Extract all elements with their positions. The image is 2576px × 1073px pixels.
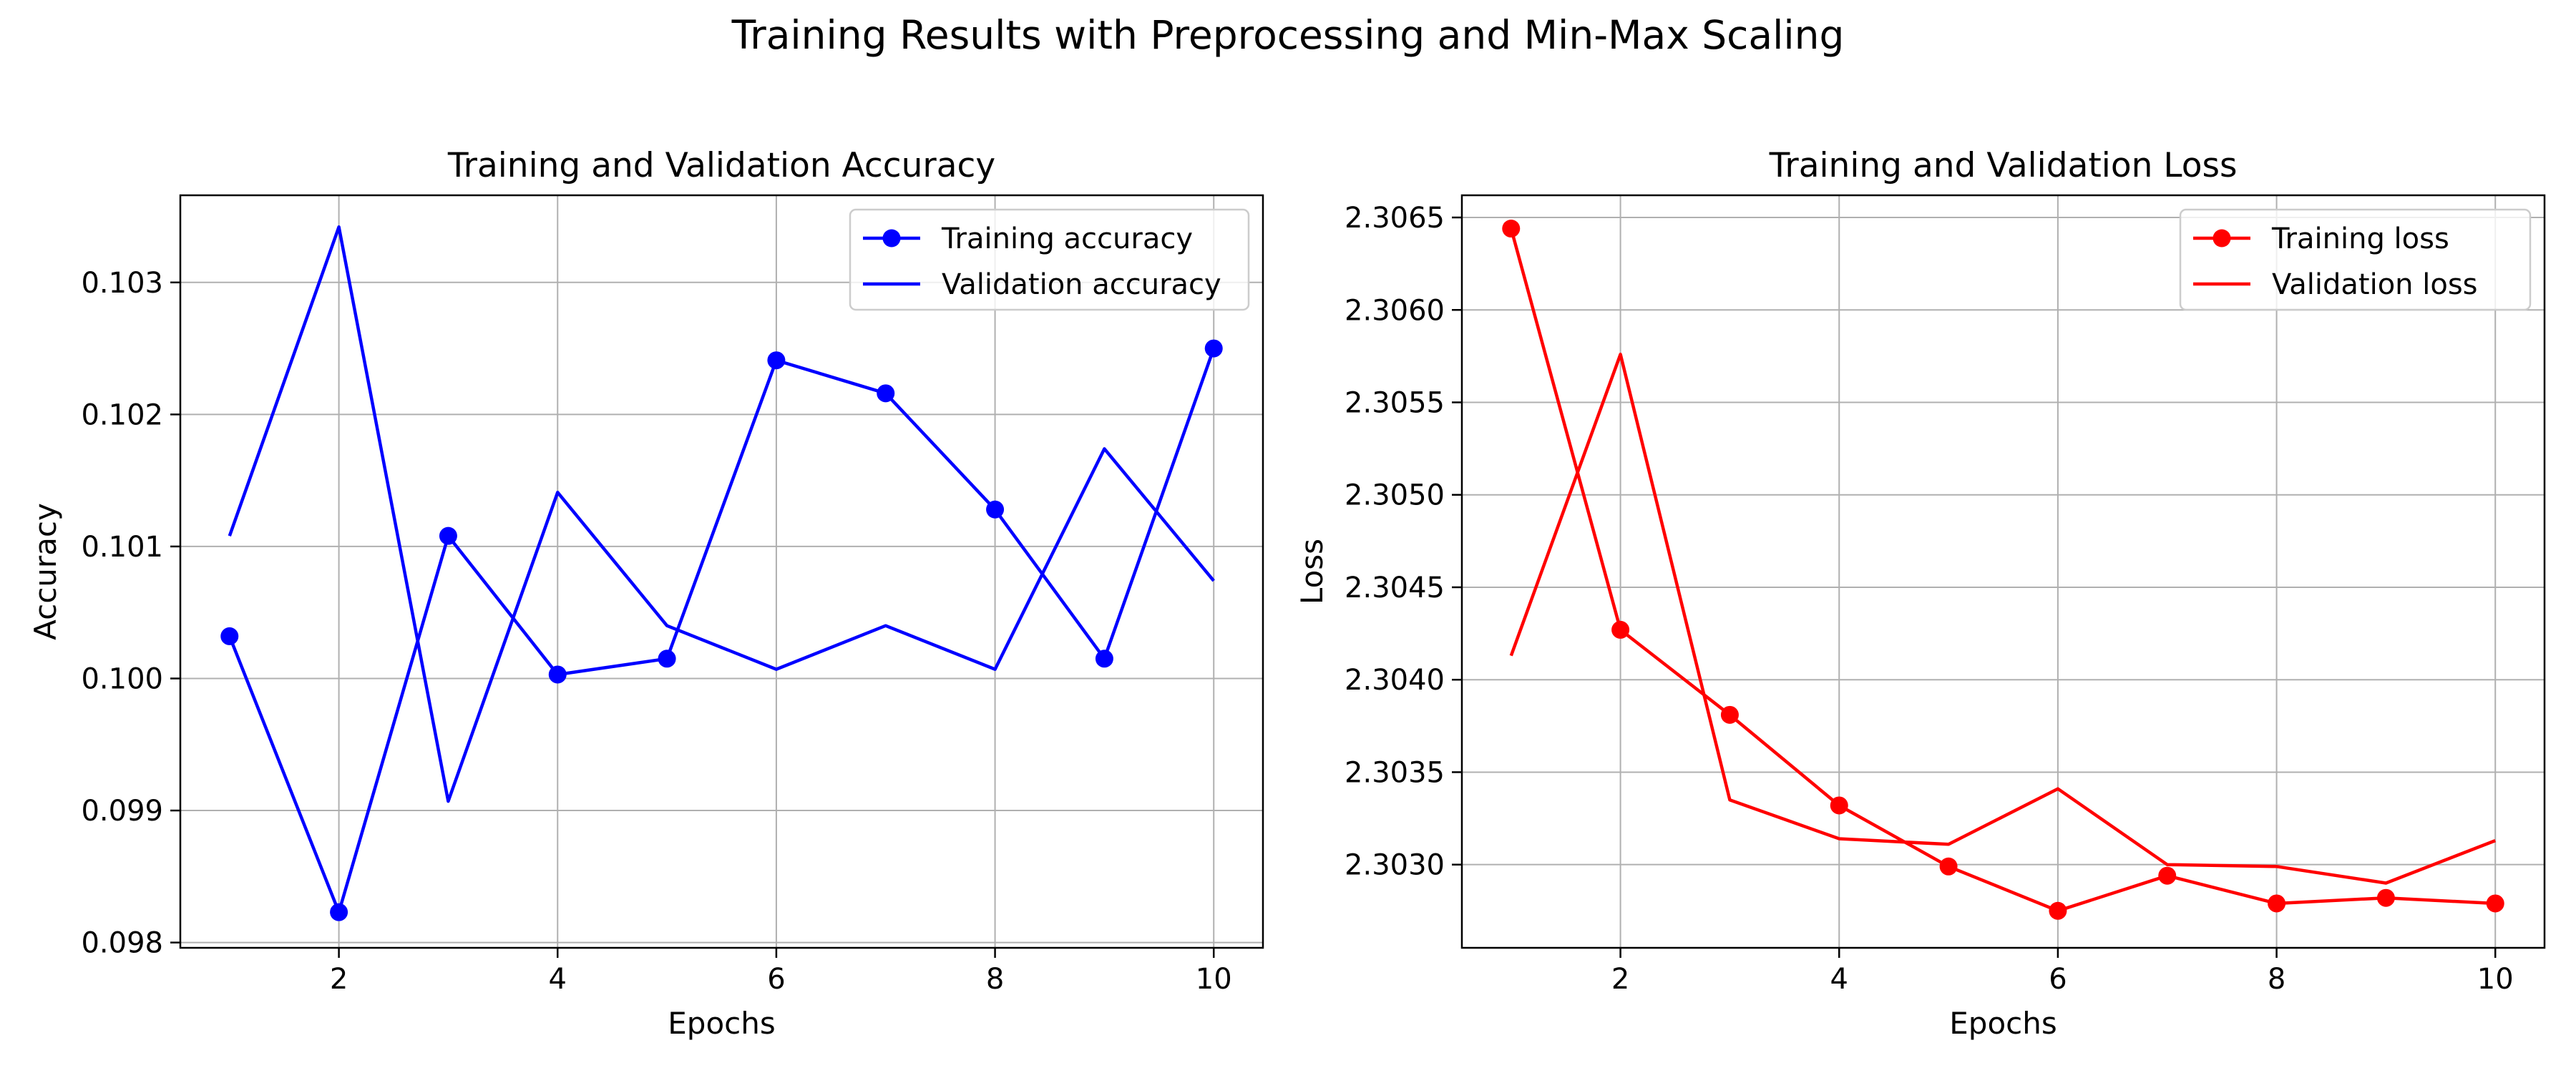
- loss-data-point: [1720, 705, 1739, 724]
- loss-data-point: [2049, 901, 2067, 920]
- loss-data-point: [1502, 220, 1521, 238]
- loss-data-point: [2158, 866, 2177, 885]
- y-tick-label: 0.099: [81, 795, 163, 828]
- accuracy-y-axis-label: Accuracy: [28, 503, 63, 640]
- x-tick-label: 4: [1830, 963, 1848, 996]
- accuracy-data-point: [330, 903, 348, 921]
- legend-label: Training loss: [2271, 222, 2449, 255]
- x-tick-label: 8: [2268, 963, 2285, 996]
- accuracy-plot-frame: [179, 194, 1264, 949]
- accuracy-data-point: [877, 384, 895, 403]
- loss-panel: 2 4 6 8 10 2.3030 2.3035 2.3040 2.3045 2.3050 2.30…: [1294, 146, 2546, 1041]
- loss-plot-frame: [1460, 194, 2546, 949]
- loss-data-point: [1939, 857, 1958, 876]
- legend-box: [2179, 208, 2532, 311]
- loss-data-point: [2486, 894, 2504, 913]
- y-tick-label: 2.3055: [1345, 386, 1445, 419]
- x-tick-label: 10: [2477, 963, 2514, 996]
- legend-label: Validation accuracy: [942, 268, 1221, 301]
- y-tick-label: 2.3045: [1345, 572, 1445, 604]
- y-tick-label: 2.3035: [1345, 756, 1445, 789]
- y-tick-label: 0.098: [81, 927, 163, 960]
- accuracy-data-point: [658, 650, 676, 668]
- y-tick-label: 2.3030: [1345, 849, 1445, 882]
- accuracy-series-line-1: [228, 348, 1216, 914]
- figure-title: Training Results with Preprocessing and …: [731, 12, 1845, 58]
- x-tick-label: 2: [1611, 963, 1629, 996]
- x-tick-label: 2: [330, 963, 348, 996]
- loss-legend: Training loss Validation loss: [2179, 208, 2532, 311]
- y-tick-label: 0.100: [81, 662, 163, 695]
- loss-grid: [1462, 195, 2545, 948]
- loss-series-line-1: [1509, 227, 2496, 913]
- y-tick-label: 0.102: [81, 398, 163, 431]
- x-tick-label: 6: [2049, 963, 2067, 996]
- accuracy-data-point: [767, 351, 786, 370]
- accuracy-panel: 2 4 6 8 10 0.098 0.099 0.100 0.101 0.102 0.103 Trai…: [28, 146, 1264, 1041]
- x-tick-label: 6: [767, 963, 785, 996]
- x-tick-label: 10: [1196, 963, 1232, 996]
- accuracy-data-point: [439, 526, 457, 545]
- y-tick-label: 0.103: [81, 267, 163, 300]
- legend-box: [849, 208, 1250, 311]
- loss-x-axis-label: Epochs: [1949, 1006, 2057, 1041]
- y-tick-label: 2.3040: [1345, 664, 1445, 697]
- accuracy-grid: [180, 195, 1263, 948]
- accuracy-x-axis-label: Epochs: [668, 1006, 776, 1041]
- y-tick-label: 0.101: [81, 531, 163, 564]
- legend-swatch-marker: [882, 229, 901, 248]
- accuracy-data-point: [548, 665, 567, 684]
- x-tick-label: 8: [986, 963, 1004, 996]
- accuracy-data-point: [220, 627, 239, 645]
- loss-data-point: [1830, 796, 1848, 815]
- loss-series-line-2: [1509, 353, 2497, 885]
- accuracy-data-point: [1095, 650, 1113, 668]
- y-tick-label: 2.3050: [1345, 479, 1445, 512]
- loss-y-axis-label: Loss: [1294, 539, 1330, 604]
- legend-swatch-marker: [2212, 229, 2231, 248]
- x-tick-label: 4: [549, 963, 567, 996]
- accuracy-data-point: [1204, 339, 1223, 358]
- accuracy-data-point: [986, 500, 1005, 519]
- loss-data-point: [2376, 888, 2395, 907]
- accuracy-legend: Training accuracy Validation accuracy: [849, 208, 1250, 311]
- accuracy-chart-title: Training and Validation Accuracy: [447, 146, 995, 185]
- loss-data-point: [2268, 894, 2286, 913]
- legend-label: Training accuracy: [941, 222, 1193, 255]
- y-tick-label: 2.3060: [1345, 294, 1445, 327]
- accuracy-series-line-2: [228, 225, 1215, 803]
- loss-chart-title: Training and Validation Loss: [1769, 146, 2238, 185]
- legend-label: Validation loss: [2272, 268, 2478, 301]
- y-tick-label: 2.3065: [1345, 202, 1445, 235]
- loss-data-point: [1611, 620, 1630, 639]
